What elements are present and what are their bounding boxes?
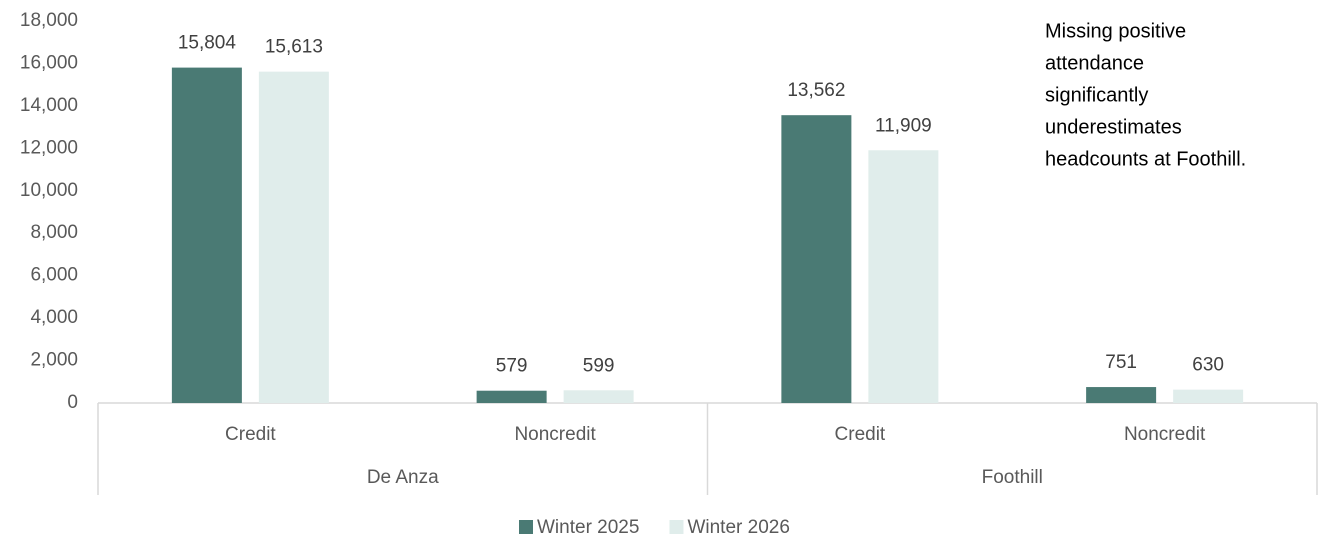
annotation: attendance bbox=[1045, 52, 1144, 74]
bar bbox=[868, 150, 939, 403]
data-label: 579 bbox=[496, 356, 528, 377]
bar bbox=[563, 390, 634, 403]
x-tick-label: Noncredit bbox=[514, 424, 596, 445]
data-label: 15,804 bbox=[178, 33, 237, 54]
y-tick-label: 2,000 bbox=[30, 350, 78, 371]
legend-swatch bbox=[519, 520, 533, 534]
y-tick-label: 0 bbox=[67, 392, 78, 413]
y-tick-label: 14,000 bbox=[20, 95, 78, 116]
y-tick-label: 16,000 bbox=[20, 52, 78, 73]
annotation: headcounts at Foothill. bbox=[1045, 148, 1246, 170]
x-tick-label: Credit bbox=[835, 424, 886, 445]
bar bbox=[258, 71, 329, 404]
data-label: 751 bbox=[1105, 352, 1137, 373]
data-label: 11,909 bbox=[875, 115, 932, 136]
y-tick-label: 8,000 bbox=[30, 222, 78, 243]
annotation: Missing positive bbox=[1045, 20, 1186, 42]
bar bbox=[1173, 389, 1244, 403]
group-label: Foothill bbox=[982, 467, 1043, 488]
bar bbox=[171, 67, 242, 403]
data-label: 15,613 bbox=[265, 37, 323, 58]
y-tick-label: 12,000 bbox=[20, 137, 78, 158]
bar bbox=[781, 115, 852, 404]
y-tick-label: 4,000 bbox=[30, 307, 78, 328]
y-tick-label: 6,000 bbox=[30, 265, 78, 286]
legend-swatch bbox=[669, 520, 684, 534]
x-tick-label: Credit bbox=[225, 424, 276, 445]
bar bbox=[1086, 387, 1157, 403]
legend-label: Winter 2025 bbox=[537, 517, 639, 538]
data-label: 13,562 bbox=[787, 80, 845, 101]
x-tick-label: Noncredit bbox=[1124, 424, 1206, 445]
y-tick-label: 10,000 bbox=[20, 180, 78, 201]
annotation: underestimates bbox=[1045, 116, 1182, 138]
data-label: 630 bbox=[1192, 355, 1224, 376]
group-label: De Anza bbox=[367, 467, 439, 488]
bar bbox=[476, 390, 547, 403]
y-tick-label: 18,000 bbox=[20, 10, 78, 31]
legend-label: Winter 2026 bbox=[687, 517, 789, 538]
annotation: significantly bbox=[1045, 84, 1148, 106]
data-label: 599 bbox=[583, 355, 615, 376]
